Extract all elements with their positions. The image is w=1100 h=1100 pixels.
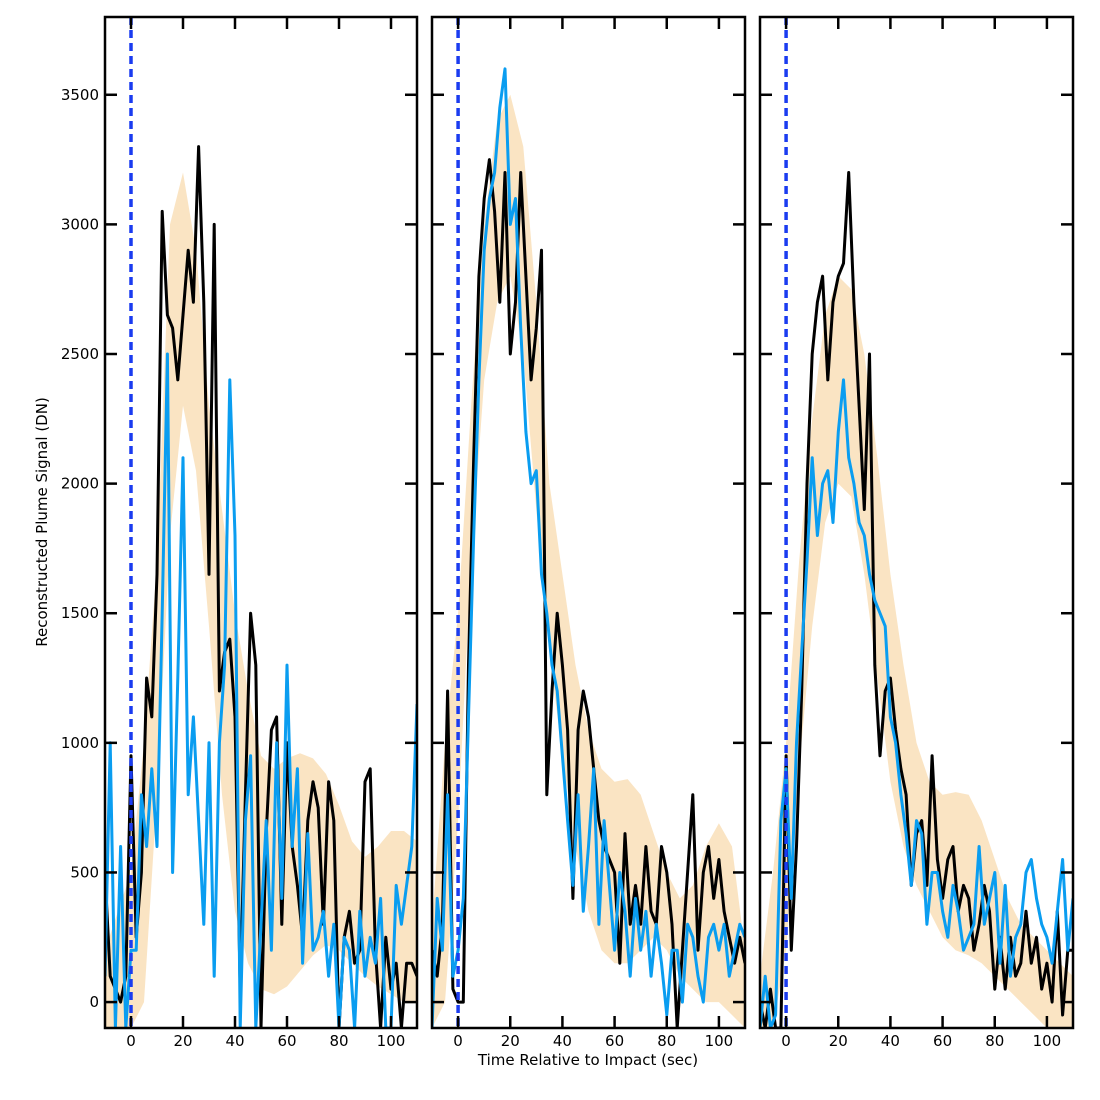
model-signal-line bbox=[760, 378, 1073, 1028]
panel-1: 0 500 1000 1500 2000 2500 3000 3500 0 20 40 60 80 100 bbox=[61, 15, 419, 1050]
y-tick-label: 3000 bbox=[61, 215, 99, 233]
panel-frame bbox=[758, 15, 1075, 1030]
panel-frame bbox=[103, 15, 419, 1030]
x-tick-label: 60 bbox=[605, 1032, 624, 1050]
x-tick-label: 0 bbox=[126, 1032, 136, 1050]
uncertainty-envelope bbox=[432, 94, 745, 1028]
x-tick-label: 40 bbox=[553, 1032, 572, 1050]
x-tick-label: 100 bbox=[705, 1032, 734, 1050]
x-tick-label: 40 bbox=[881, 1032, 900, 1050]
x-tick-label: 100 bbox=[377, 1032, 406, 1050]
y-tick-label: 1000 bbox=[61, 734, 99, 752]
x-tick-label: 60 bbox=[277, 1032, 296, 1050]
plot-area bbox=[432, 67, 745, 1028]
x-tick-label: 40 bbox=[225, 1032, 244, 1050]
plot-area bbox=[760, 171, 1073, 1028]
model-signal-line bbox=[432, 67, 745, 1028]
y-axis-label: Reconstructed Plume Signal (DN) bbox=[33, 397, 51, 647]
uncertainty-envelope bbox=[105, 172, 417, 1028]
panel-2: 0 20 40 60 80 100 bbox=[430, 15, 747, 1050]
uncertainty-envelope bbox=[760, 276, 1073, 1028]
x-tick-label: 80 bbox=[329, 1032, 348, 1050]
x-tick-label: 0 bbox=[781, 1032, 791, 1050]
x-tick-label: 100 bbox=[1033, 1032, 1062, 1050]
x-tick-label: 80 bbox=[985, 1032, 1004, 1050]
y-tick-label: 3500 bbox=[61, 86, 99, 104]
y-tick-label: 2000 bbox=[61, 475, 99, 493]
x-tick-label: 80 bbox=[657, 1032, 676, 1050]
x-tick-label: 60 bbox=[933, 1032, 952, 1050]
y-tick-label: 500 bbox=[70, 863, 99, 881]
x-tick-label: 20 bbox=[829, 1032, 848, 1050]
y-tick-label: 0 bbox=[89, 993, 99, 1011]
y-tick-label: 1500 bbox=[61, 604, 99, 622]
observed-signal-line bbox=[432, 158, 745, 1028]
x-tick-label: 20 bbox=[173, 1032, 192, 1050]
plot-area bbox=[105, 145, 417, 1028]
observed-signal-line bbox=[105, 145, 417, 1028]
x-axis-label: Time Relative to Impact (sec) bbox=[477, 1051, 698, 1069]
model-signal-line bbox=[105, 352, 417, 1028]
panel-3: 0 20 40 60 80 100 bbox=[758, 15, 1075, 1050]
y-tick-label: 2500 bbox=[61, 345, 99, 363]
x-tick-label: 0 bbox=[453, 1032, 463, 1050]
x-tick-label: 20 bbox=[501, 1032, 520, 1050]
panel-frame bbox=[430, 15, 747, 1030]
